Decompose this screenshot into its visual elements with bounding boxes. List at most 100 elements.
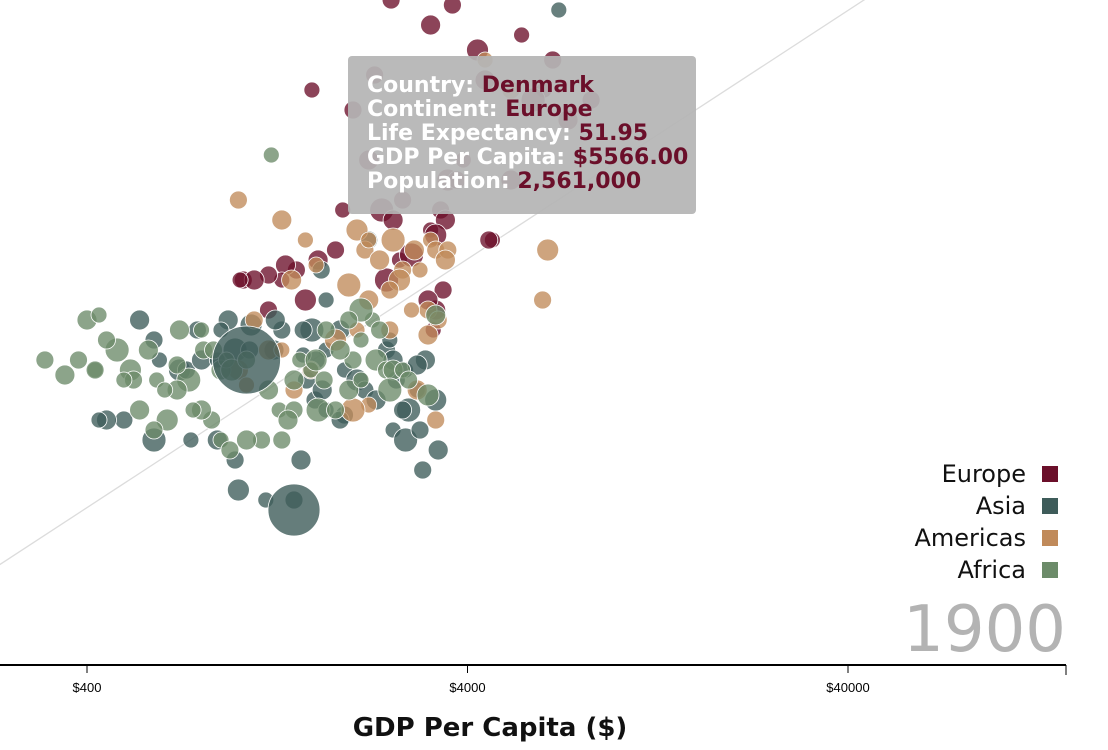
bubble-asia[interactable] <box>264 309 286 331</box>
bubble-africa[interactable] <box>277 409 299 431</box>
bubble-africa[interactable] <box>193 321 210 339</box>
tooltip-gdp-label: GDP Per Capita: <box>367 145 566 170</box>
bubble-asia[interactable] <box>90 411 108 429</box>
bubble-africa[interactable] <box>339 310 359 330</box>
legend-swatch-americas <box>1042 530 1058 546</box>
bubble-europe[interactable] <box>326 240 345 260</box>
bubble-americas[interactable] <box>380 227 406 253</box>
bubble-americas[interactable] <box>369 249 391 271</box>
bubble-africa[interactable] <box>314 370 334 390</box>
bubble-americas[interactable] <box>403 301 420 319</box>
bubble-africa[interactable] <box>144 420 164 440</box>
bubble-africa[interactable] <box>54 364 76 386</box>
bubble-americas[interactable] <box>360 231 378 249</box>
bubble-asia[interactable] <box>182 431 200 449</box>
bubble-africa[interactable] <box>304 348 328 372</box>
bubble-africa[interactable] <box>115 371 133 389</box>
bubble-europe[interactable] <box>293 288 317 312</box>
bubble-americas[interactable] <box>228 190 248 210</box>
bubble-asia[interactable] <box>393 400 413 420</box>
bubble-asia[interactable] <box>413 460 433 480</box>
bubble-africa[interactable] <box>169 319 190 341</box>
bubble-asia[interactable] <box>293 320 313 340</box>
bubble-americas[interactable] <box>336 272 362 298</box>
bubble-americas[interactable] <box>271 209 293 231</box>
bubble-africa[interactable] <box>377 377 403 403</box>
bubble-europe[interactable] <box>433 280 453 300</box>
bubble-africa[interactable] <box>167 355 187 375</box>
bubble-africa[interactable] <box>220 440 240 460</box>
bubble-africa[interactable] <box>352 371 370 389</box>
tooltip-gdp-value: $5566.00 <box>572 145 689 170</box>
bubble-africa[interactable] <box>236 429 257 451</box>
bubble-asia[interactable] <box>129 309 151 331</box>
bubble-africa[interactable] <box>156 381 174 399</box>
bubble-africa[interactable] <box>129 399 151 421</box>
bubble-asia[interactable] <box>427 439 449 461</box>
x-axis-title: GDP Per Capita ($) <box>353 713 628 743</box>
bubble-africa[interactable] <box>370 320 390 340</box>
bubble-americas[interactable] <box>536 238 560 262</box>
x-axis: $400 $4000 $40000 <box>0 664 1067 695</box>
bubble-africa[interactable] <box>262 146 280 164</box>
tooltip-gdp-row: GDP Per Capita: $5566.00 <box>367 146 696 170</box>
legend-label-europe: Europe <box>942 460 1026 488</box>
tooltip-country-row: Country: Denmark <box>367 74 696 98</box>
bubble-europe[interactable] <box>513 26 530 44</box>
tooltip: Country: Denmark Continent: Europe Life … <box>348 56 696 214</box>
bubble-africa[interactable] <box>85 360 105 380</box>
legend-swatch-europe <box>1042 466 1058 482</box>
bubble-europe[interactable] <box>381 0 401 10</box>
bubble-americas[interactable] <box>434 249 456 271</box>
bubble-africa[interactable] <box>338 379 360 401</box>
bubble-europe[interactable] <box>420 14 442 36</box>
bubble-americas[interactable] <box>380 280 400 300</box>
bubble-asia[interactable] <box>410 420 430 440</box>
bubble-africa[interactable] <box>137 339 159 361</box>
bubble-americas[interactable] <box>411 261 429 279</box>
bubble-americas[interactable] <box>426 410 446 430</box>
bubble-asia-large[interactable] <box>212 325 281 395</box>
bubble-americas[interactable] <box>296 231 314 249</box>
bubble-americas[interactable] <box>281 269 303 291</box>
legend-label-africa: Africa <box>958 556 1026 584</box>
bubble-americas[interactable] <box>307 256 325 274</box>
bubble-africa[interactable] <box>272 430 292 450</box>
bubble-americas[interactable] <box>403 239 425 261</box>
bubble-africa[interactable] <box>283 369 305 391</box>
bubble-africa[interactable] <box>416 383 440 407</box>
bubble-africa[interactable] <box>97 330 116 350</box>
bubble-americas[interactable] <box>417 324 439 346</box>
x-tick-label: $4000 <box>449 680 485 695</box>
tooltip-continent-value: Europe <box>505 97 593 122</box>
bubble-africa[interactable] <box>90 306 108 324</box>
bubble-asia[interactable] <box>290 449 312 471</box>
bubble-asia-large[interactable] <box>267 483 321 537</box>
bubble-africa[interactable] <box>352 331 370 349</box>
bubble-europe[interactable] <box>303 81 321 99</box>
bubble-africa[interactable] <box>35 350 55 370</box>
tooltip-life-value: 51.95 <box>578 121 649 146</box>
legend-label-asia: Asia <box>976 492 1026 520</box>
tooltip-country-value: Denmark <box>481 73 594 98</box>
bubble-africa[interactable] <box>184 401 202 419</box>
x-tick-label: $40000 <box>826 680 869 695</box>
bubble-europe[interactable] <box>479 230 499 250</box>
legend-swatch-africa <box>1042 562 1058 578</box>
bubble-asia[interactable] <box>550 1 568 19</box>
bubble-africa[interactable] <box>316 320 336 340</box>
bubble-africa[interactable] <box>399 370 419 390</box>
tooltip-pop-value: 2,561,000 <box>517 169 642 194</box>
bubble-asia[interactable] <box>226 478 250 502</box>
bubble-africa[interactable] <box>425 304 447 326</box>
bubble-africa[interactable] <box>69 350 88 370</box>
legend-label-americas: Americas <box>914 524 1026 552</box>
bubble-europe[interactable] <box>231 271 249 289</box>
bubble-africa[interactable] <box>329 339 351 361</box>
bubble-asia[interactable] <box>317 291 335 309</box>
bubble-americas[interactable] <box>533 290 552 310</box>
bubbles-layer <box>35 0 601 537</box>
bubble-africa[interactable] <box>326 400 345 420</box>
bubble-europe[interactable] <box>443 0 462 15</box>
